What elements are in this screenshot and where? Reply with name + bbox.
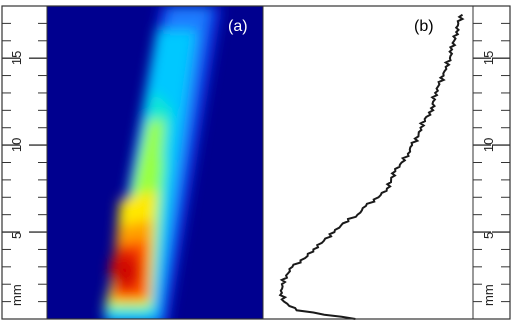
- panel-b-plot-area: [263, 6, 473, 319]
- figure-frame: [1, 5, 511, 320]
- right-unit-label: mm: [481, 284, 496, 306]
- panel-a-image: [47, 6, 263, 319]
- right-tick-label: 5: [481, 232, 496, 239]
- left-tick-label: 5: [9, 232, 24, 239]
- right-tick-label: 10: [481, 138, 496, 152]
- left-scale-axis: 5 10 15: [2, 5, 47, 320]
- intensity-profile-line: [278, 13, 465, 320]
- left-tick-label: 15: [9, 51, 24, 65]
- right-scale-axis: 5 10 15: [473, 5, 510, 320]
- left-tick-label: 10: [9, 138, 24, 152]
- panel-b-label: (b): [414, 18, 434, 35]
- right-tick-label: 15: [481, 51, 496, 65]
- panel-a-label: (a): [228, 18, 248, 35]
- left-unit-label: mm: [9, 284, 24, 306]
- image-intensity-layers: [104, 6, 222, 319]
